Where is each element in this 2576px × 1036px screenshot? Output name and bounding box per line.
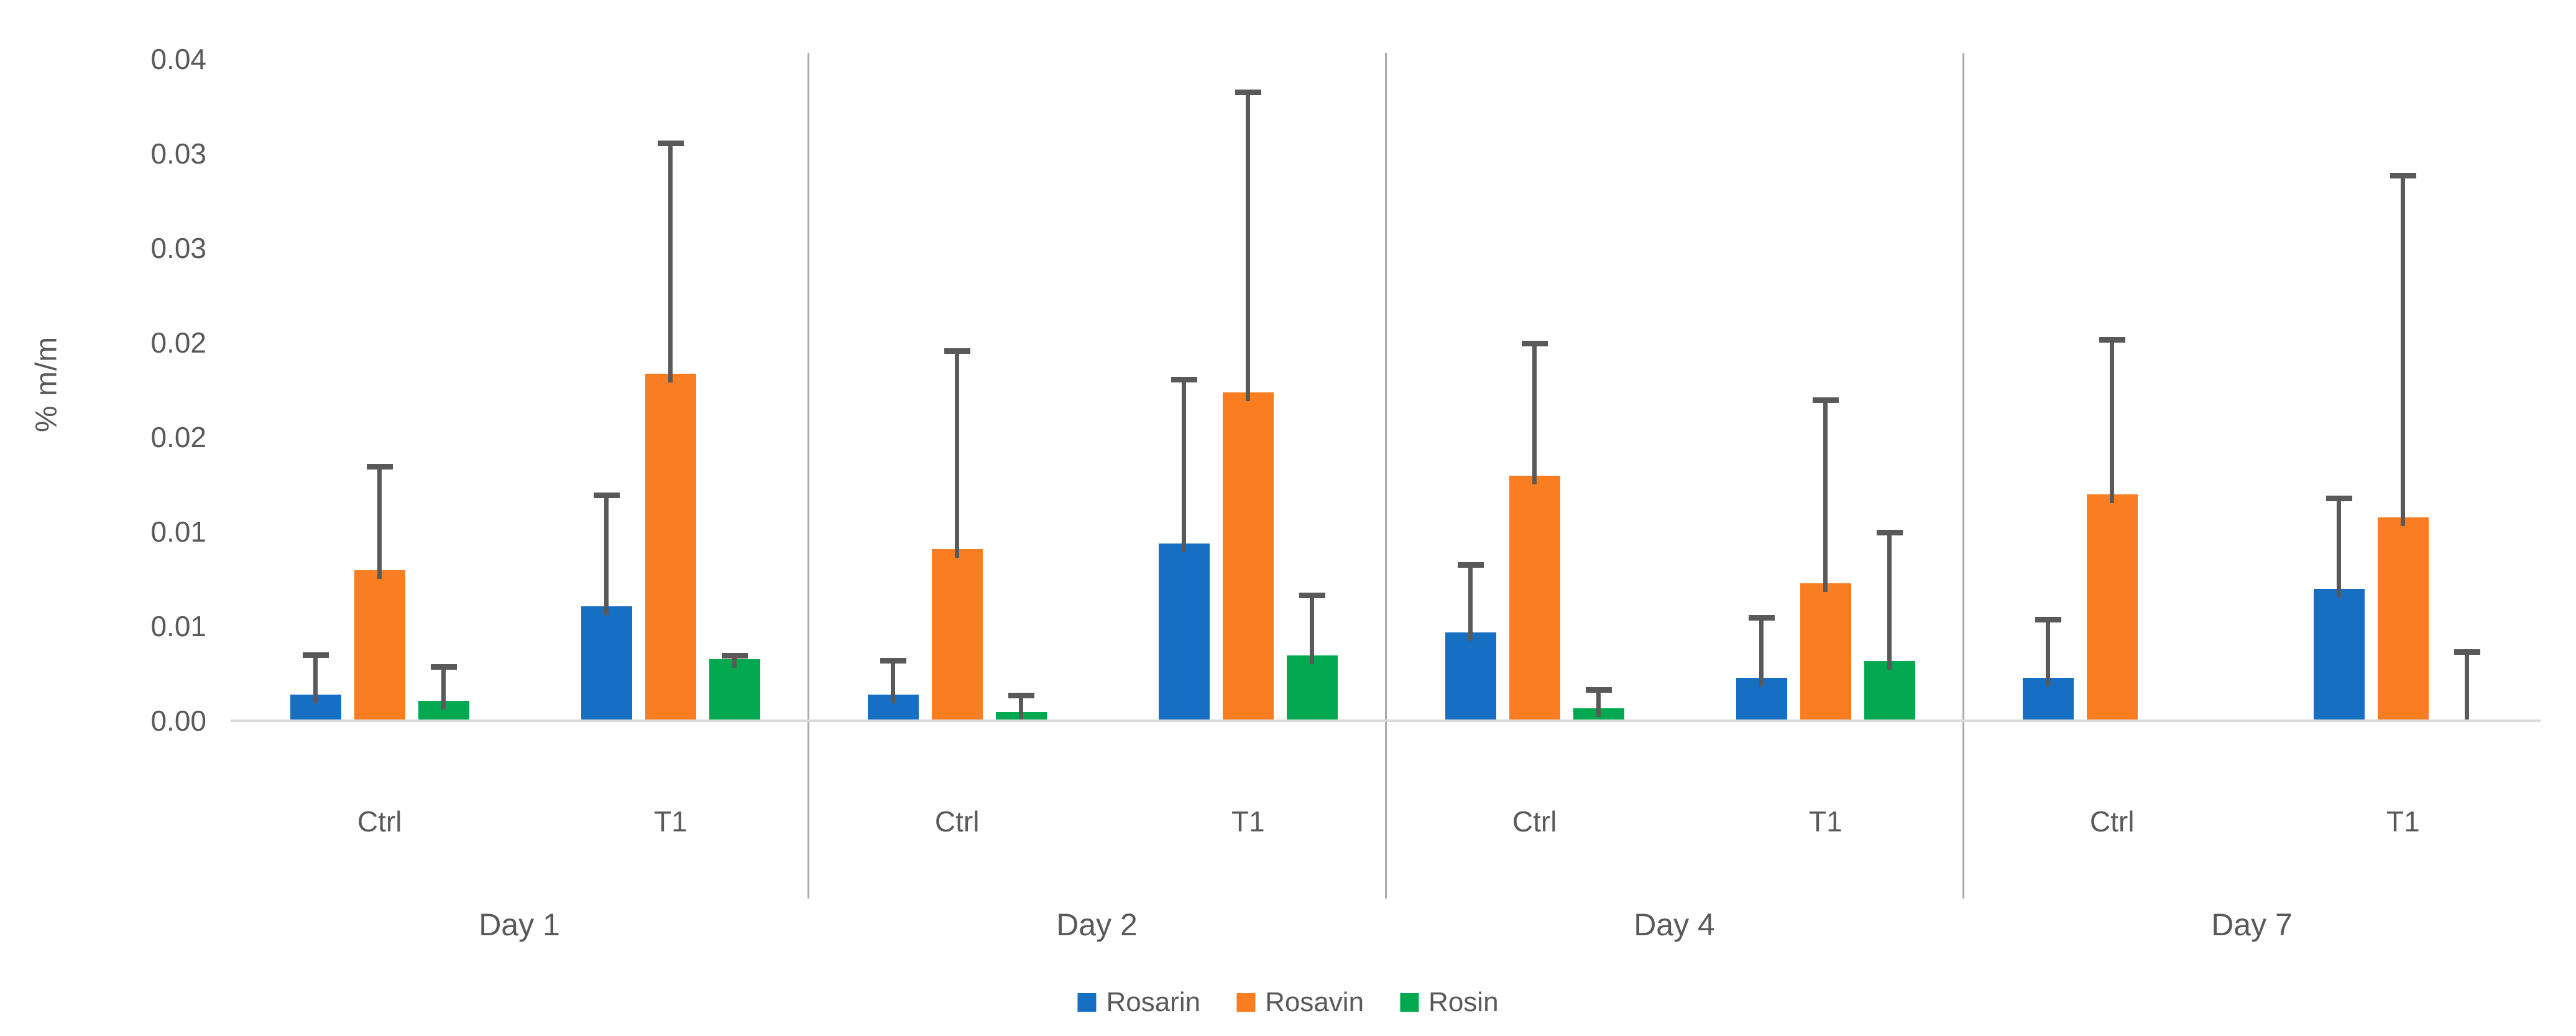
error-bar-cap bbox=[2035, 617, 2061, 622]
y-tick-label: 0.01 bbox=[150, 610, 206, 642]
y-tick-label: 0.04 bbox=[150, 43, 206, 75]
group-label: T1 bbox=[1809, 805, 1842, 838]
day-label: Day 7 bbox=[2211, 907, 2293, 942]
error-bar-cap bbox=[2390, 173, 2416, 178]
panel-divider bbox=[1384, 53, 1387, 899]
error-bar-cap bbox=[880, 658, 906, 664]
error-bar-whisker bbox=[2337, 498, 2342, 598]
bar-rosavin bbox=[2377, 517, 2429, 719]
error-bar-cap bbox=[2099, 337, 2125, 343]
error-bar-cap bbox=[657, 141, 684, 146]
error-bar-whisker bbox=[1596, 690, 1601, 717]
bar-rosin bbox=[1864, 661, 1915, 719]
error-bar-whisker bbox=[1019, 695, 1024, 719]
bar-rosin bbox=[709, 659, 760, 719]
bar-rosarin bbox=[581, 606, 632, 719]
y-tick-label: 0.03 bbox=[150, 137, 206, 170]
bar-rosavin bbox=[2086, 494, 2138, 719]
bar-rosavin bbox=[931, 549, 983, 719]
error-bar-cap bbox=[1812, 397, 1839, 403]
group-label: T1 bbox=[654, 805, 688, 838]
error-bar-whisker bbox=[604, 495, 609, 615]
error-bar-whisker bbox=[955, 351, 960, 558]
legend-label: Rosavin bbox=[1265, 987, 1364, 1017]
error-bar-whisker bbox=[1823, 400, 1828, 592]
error-bar-cap bbox=[1171, 377, 1197, 382]
error-bar-cap bbox=[1299, 593, 1325, 598]
legend-marker-rosin bbox=[1400, 993, 1419, 1012]
bar-rosavin bbox=[1222, 392, 1274, 719]
error-bar-cap bbox=[944, 348, 970, 354]
error-bar-whisker bbox=[2465, 652, 2470, 719]
y-tick-label: 0.00 bbox=[150, 705, 206, 737]
group-label: T1 bbox=[1231, 805, 1265, 838]
error-bar-cap bbox=[1748, 615, 1775, 621]
day-label: Day 2 bbox=[1056, 907, 1138, 942]
error-bar-cap bbox=[1235, 90, 1261, 95]
x-axis-line bbox=[231, 719, 2541, 722]
bar-rosavin bbox=[1509, 476, 1560, 719]
error-bar-cap bbox=[1457, 562, 1484, 568]
legend: Rosarin Rosavin Rosin bbox=[1077, 989, 1499, 1016]
bar-rosarin bbox=[1445, 632, 1496, 719]
error-bar-cap bbox=[430, 664, 457, 670]
panel-divider bbox=[1962, 53, 1964, 899]
day-label: Day 4 bbox=[1634, 907, 1715, 942]
error-bar-cap bbox=[1521, 341, 1548, 346]
error-bar-whisker bbox=[732, 655, 737, 668]
error-bar-whisker bbox=[891, 660, 896, 703]
error-bar-whisker bbox=[1246, 92, 1251, 401]
group-label: Ctrl bbox=[1512, 805, 1557, 838]
bar-rosarin bbox=[2313, 589, 2365, 719]
error-bar-whisker bbox=[1310, 595, 1315, 664]
group-label: Ctrl bbox=[934, 805, 980, 838]
bar-rosin bbox=[1286, 655, 1338, 719]
error-bar-whisker bbox=[2046, 619, 2051, 687]
error-bar-cap bbox=[721, 653, 748, 659]
error-bar-whisker bbox=[1468, 565, 1473, 641]
error-bar-cap bbox=[2454, 649, 2480, 655]
legend-item: Rosarin bbox=[1077, 989, 1200, 1016]
bar-rosavin bbox=[1800, 583, 1851, 719]
y-tick-label: 0.02 bbox=[150, 326, 206, 359]
error-bar-whisker bbox=[1182, 379, 1187, 552]
panel-divider bbox=[807, 53, 809, 899]
error-bar-whisker bbox=[2110, 340, 2115, 503]
error-bar-cap bbox=[1008, 693, 1034, 698]
group-label: Ctrl bbox=[357, 805, 402, 838]
error-bar-cap bbox=[366, 464, 393, 469]
error-bar-whisker bbox=[2401, 175, 2406, 526]
legend-item: Rosin bbox=[1400, 989, 1499, 1016]
bar-rosarin bbox=[1158, 543, 1210, 719]
error-bar-whisker bbox=[1532, 343, 1537, 484]
error-bar-cap bbox=[1876, 530, 1903, 535]
error-bar-cap bbox=[593, 493, 620, 498]
y-axis-title: % m/m bbox=[30, 336, 63, 433]
y-tick-label: 0.02 bbox=[150, 421, 206, 453]
legend-marker-rosarin bbox=[1077, 993, 1097, 1012]
group-label: Ctrl bbox=[2089, 805, 2135, 838]
bar-rosavin bbox=[645, 374, 696, 719]
error-bar-whisker bbox=[441, 667, 446, 710]
legend-item: Rosavin bbox=[1236, 989, 1364, 1016]
error-bar-whisker bbox=[1759, 617, 1764, 687]
legend-label: Rosin bbox=[1428, 987, 1499, 1017]
error-bar-whisker bbox=[1887, 532, 1892, 670]
group-label: T1 bbox=[2386, 805, 2420, 838]
error-bar-cap bbox=[2325, 496, 2352, 501]
day-label: Day 1 bbox=[479, 907, 560, 942]
error-bar-whisker bbox=[377, 466, 382, 579]
legend-label: Rosarin bbox=[1106, 987, 1201, 1017]
legend-marker-rosavin bbox=[1236, 993, 1256, 1012]
error-bar-cap bbox=[302, 652, 329, 658]
error-bar-cap bbox=[1585, 687, 1612, 693]
bar-rosavin bbox=[354, 570, 405, 719]
y-tick-label: 0.03 bbox=[150, 232, 206, 264]
error-bar-whisker bbox=[668, 143, 673, 382]
error-bar-whisker bbox=[313, 655, 318, 703]
y-tick-label: 0.01 bbox=[150, 516, 206, 548]
